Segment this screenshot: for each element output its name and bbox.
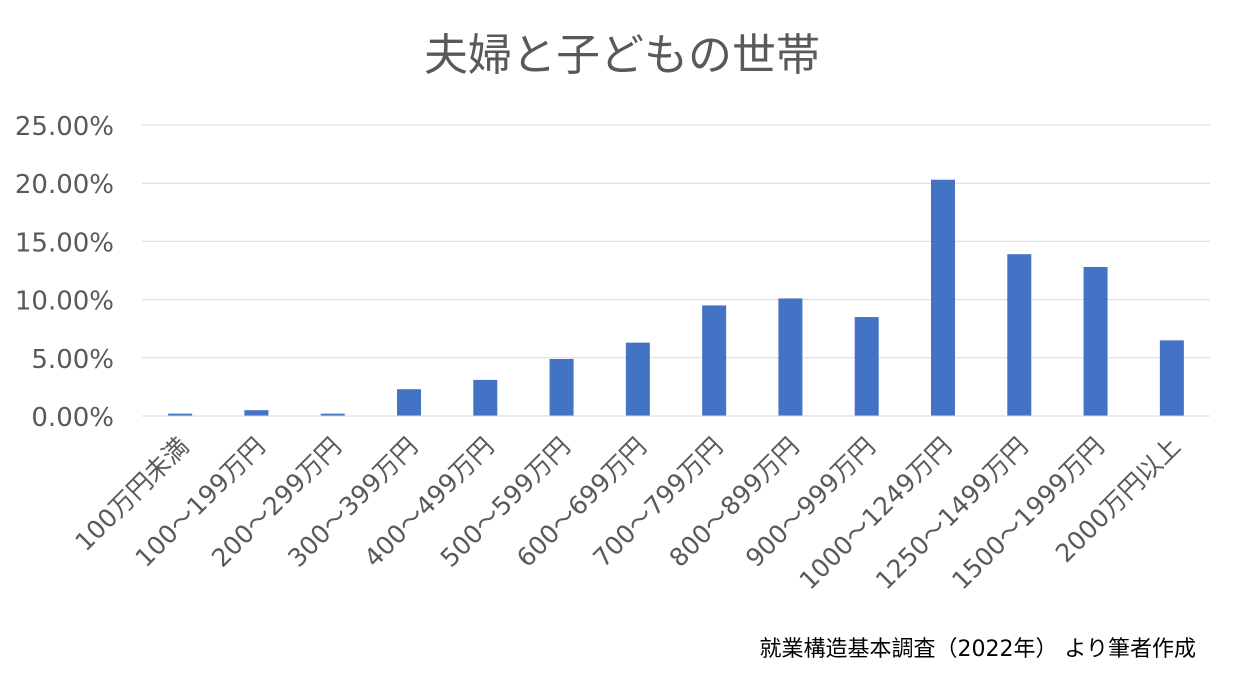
x-tick-label: 900～999万円: [740, 432, 881, 573]
x-tick-label: 700～799万円: [587, 432, 728, 573]
bar: [168, 413, 193, 416]
bar: [1083, 267, 1108, 416]
y-tick-label: 25.00%: [15, 112, 114, 142]
y-tick-label: 5.00%: [31, 345, 114, 375]
x-tick-label: 100～199万円: [130, 432, 271, 573]
x-tick-label: 600～699万円: [511, 432, 652, 573]
x-tick-label: 300～399万円: [282, 432, 423, 573]
bar: [702, 305, 727, 416]
bar: [320, 413, 345, 416]
x-tick-label: 200～299万円: [206, 432, 347, 573]
y-tick-label: 0.00%: [31, 403, 114, 433]
bar: [1007, 254, 1032, 416]
bar: [549, 358, 574, 416]
bar: [244, 410, 269, 416]
bar: [931, 179, 955, 416]
bar: [778, 298, 803, 416]
bar: [854, 317, 879, 416]
bar: [625, 342, 650, 416]
bar: [1159, 340, 1184, 416]
bar: [473, 379, 498, 416]
x-tick-label: 800～899万円: [664, 432, 805, 573]
gridlines: [142, 124, 1210, 359]
bars: [168, 179, 1184, 416]
y-tick-label: 10.00%: [15, 287, 114, 317]
y-axis-tick-labels: 0.00% 5.00% 10.00% 15.00% 20.00% 25.00%: [15, 112, 114, 433]
source-note: 就業構造基本調査（2022年） より筆者作成: [759, 637, 1196, 662]
y-tick-label: 20.00%: [15, 170, 114, 200]
x-tick-label: 400～499万円: [359, 432, 500, 573]
x-axis-category-labels: 100万円未満100～199万円200～299万円300～399万円400～49…: [69, 432, 1186, 596]
y-tick-label: 15.00%: [15, 228, 114, 258]
chart-title: 夫婦と子どもの世帯: [424, 30, 820, 81]
x-tick-label: 500～599万円: [435, 432, 576, 573]
bar: [397, 389, 421, 416]
